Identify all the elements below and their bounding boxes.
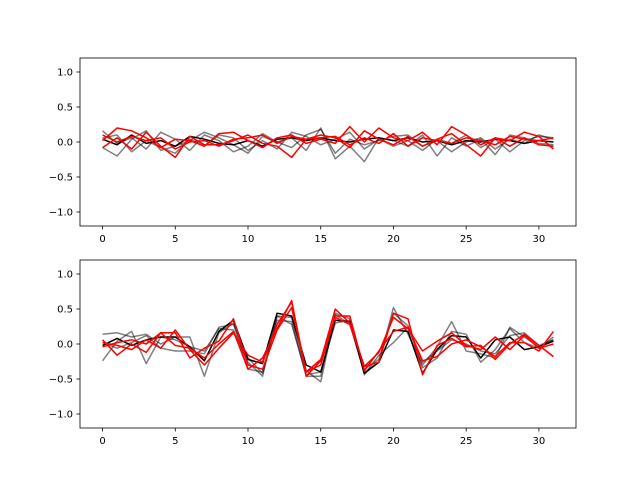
y-tick-label: −0.5 (49, 375, 73, 386)
x-tick-label: 20 (387, 436, 400, 447)
series-line-5 (102, 125, 554, 150)
x-tick-label: 10 (242, 234, 255, 245)
series-line-7 (102, 132, 554, 150)
subplot-1: 0 5 10 15 20 25 30 −1.0 −0.5 0.0 0.5 1.0 (49, 57, 577, 245)
y-tick-label: −1.0 (49, 208, 73, 219)
x-tick-label: 15 (314, 234, 327, 245)
x-tick-label: 5 (172, 436, 178, 447)
x-tick-label: 5 (172, 234, 178, 245)
series-line-4 (102, 312, 554, 375)
y-tick-label: 0.0 (57, 340, 73, 351)
y-tick-label: 1.0 (57, 68, 73, 79)
x-tick-label: 25 (460, 234, 473, 245)
y-tick-label: −1.0 (49, 410, 73, 421)
x-tick-label: 25 (460, 436, 473, 447)
series-line-7 (102, 301, 554, 373)
x-tick-label: 0 (99, 436, 105, 447)
series-line-4 (102, 134, 554, 147)
y-tick-label: 0.0 (57, 138, 73, 149)
y-tick-label: 0.5 (57, 103, 73, 114)
x-tick-label: 30 (533, 436, 546, 447)
x-tick-label: 20 (387, 234, 400, 245)
x-tick-label: 15 (314, 436, 327, 447)
x-tick-label: 10 (242, 436, 255, 447)
x-tick-label: 0 (99, 234, 105, 245)
series-group (102, 125, 554, 163)
subplot-2: 0 5 10 15 20 25 30 −1.0 −0.5 0.0 0.5 1.0 (49, 259, 577, 447)
y-tick-label: 1.0 (57, 270, 73, 281)
y-tick-label: −0.5 (49, 173, 73, 184)
y-tick-label: 0.5 (57, 305, 73, 316)
x-tick-label: 30 (533, 234, 546, 245)
series-group (101, 299, 555, 383)
